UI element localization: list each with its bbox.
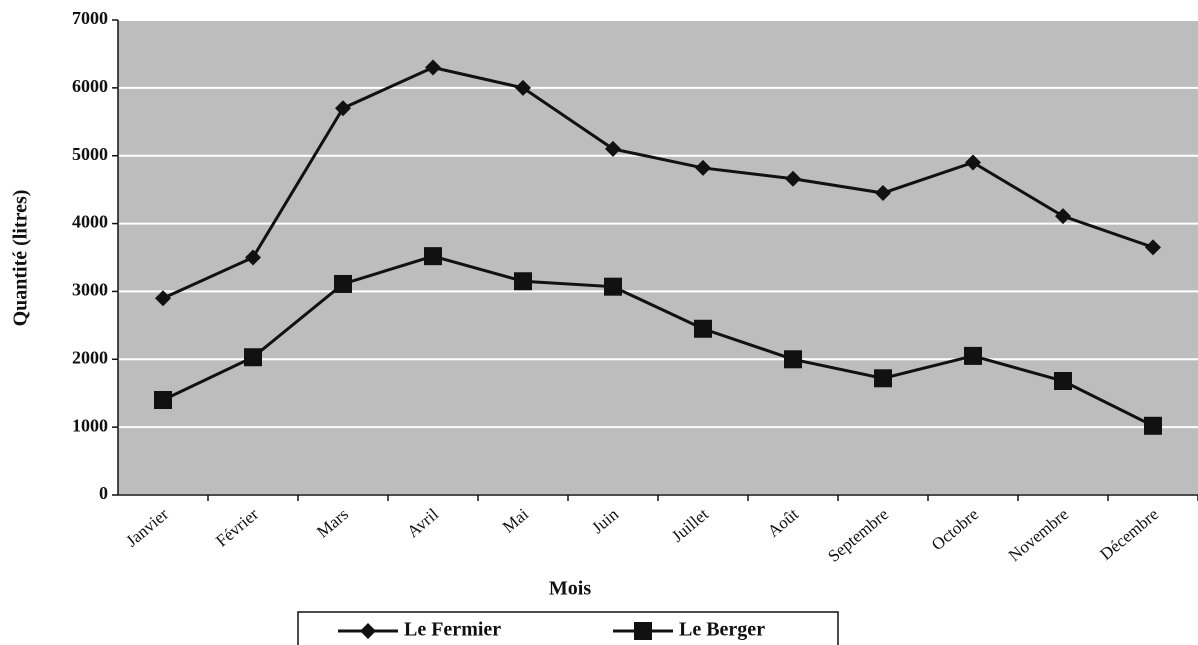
y-tick-label: 5000 bbox=[72, 144, 108, 164]
y-tick-label: 2000 bbox=[72, 347, 108, 367]
marker bbox=[424, 247, 442, 266]
y-axis-title: Quantité (litres) bbox=[10, 190, 32, 327]
x-axis-title: Mois bbox=[549, 578, 591, 600]
marker bbox=[694, 319, 712, 338]
marker bbox=[335, 100, 351, 117]
marker bbox=[784, 350, 802, 369]
marker bbox=[244, 348, 262, 367]
series-line bbox=[162, 65, 1154, 300]
marker bbox=[964, 346, 982, 365]
marker bbox=[425, 59, 441, 76]
y-tick-label: 4000 bbox=[72, 212, 108, 232]
marker bbox=[1055, 208, 1071, 225]
x-tick-label: Septembre bbox=[824, 505, 892, 566]
marker bbox=[1144, 416, 1162, 435]
x-tick-label: Décembre bbox=[1096, 505, 1162, 564]
marker bbox=[515, 79, 531, 96]
marker bbox=[245, 249, 261, 266]
y-tick-label: 0 bbox=[99, 483, 108, 503]
x-tick-label: Mai bbox=[499, 504, 532, 536]
y-tick-label: 1000 bbox=[72, 415, 108, 435]
y-tick-label: 7000 bbox=[72, 8, 108, 28]
marker bbox=[514, 272, 532, 291]
marker bbox=[155, 290, 171, 307]
marker bbox=[360, 623, 376, 639]
marker bbox=[604, 277, 622, 296]
legend: Le Fermier Le Berger bbox=[297, 611, 839, 645]
x-tick-label: Janvier bbox=[122, 504, 172, 550]
y-tick-label: 3000 bbox=[72, 280, 108, 300]
y-tick-label: 6000 bbox=[72, 76, 108, 96]
marker bbox=[634, 622, 652, 640]
marker bbox=[1054, 372, 1072, 390]
x-tick-label: Mars bbox=[313, 505, 352, 542]
legend-label: Le Fermier bbox=[404, 619, 501, 641]
legend-label: Le Berger bbox=[679, 619, 765, 641]
series-line bbox=[162, 254, 1154, 428]
x-tick-label: Février bbox=[212, 504, 262, 550]
x-tick-label: Juin bbox=[588, 504, 622, 537]
marker bbox=[605, 140, 621, 157]
marker bbox=[785, 170, 801, 187]
marker bbox=[874, 369, 892, 388]
marker bbox=[965, 154, 981, 171]
marker bbox=[875, 185, 891, 202]
x-tick-label: Juillet bbox=[668, 504, 712, 545]
marker bbox=[1145, 239, 1161, 256]
plot-area bbox=[118, 20, 1198, 495]
x-tick-label: Avril bbox=[403, 504, 442, 541]
marker bbox=[695, 159, 711, 176]
x-tick-label: Août bbox=[764, 504, 802, 541]
marker bbox=[154, 391, 172, 409]
x-tick-label: Novembre bbox=[1005, 505, 1072, 566]
x-tick-label: Octobre bbox=[928, 505, 982, 555]
marker bbox=[334, 274, 352, 293]
legend-box bbox=[297, 611, 839, 645]
